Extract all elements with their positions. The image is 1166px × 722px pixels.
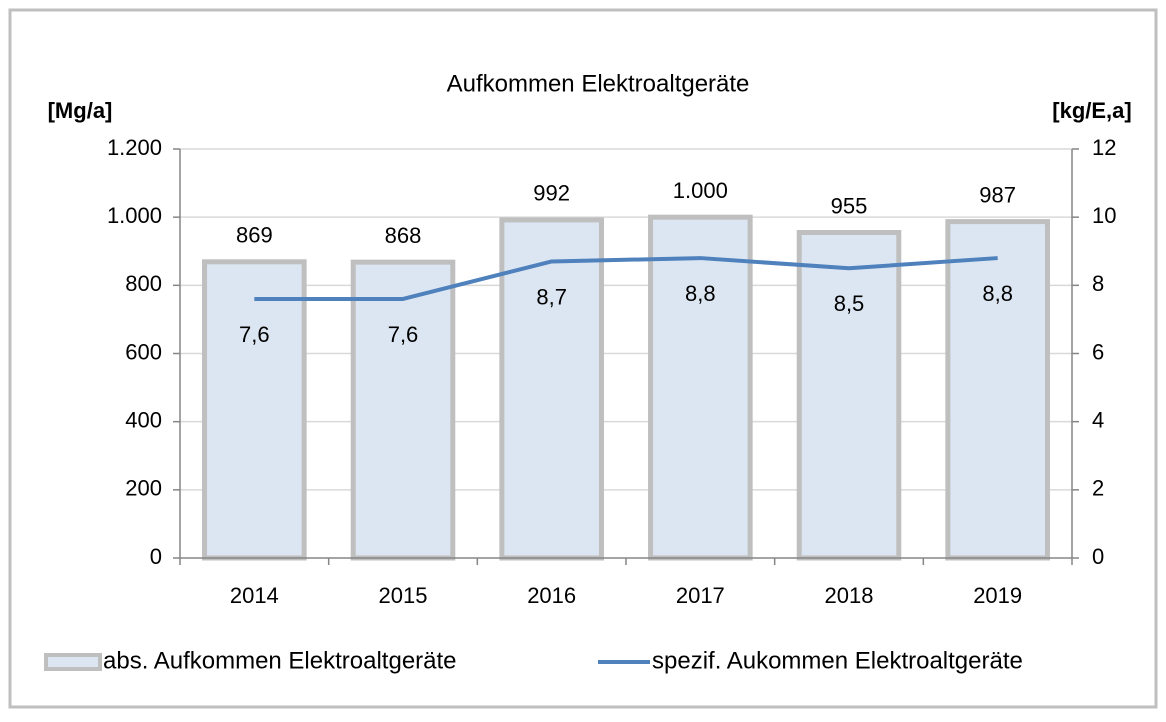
y2-tick-label: 2 <box>1092 476 1104 501</box>
bar <box>499 217 604 561</box>
y2-tick-label: 12 <box>1092 135 1116 160</box>
y2-tick-label: 10 <box>1092 203 1116 228</box>
y-tick-label: 200 <box>125 476 162 501</box>
line-value-label: 8,8 <box>982 281 1013 306</box>
y-tick-label: 400 <box>125 407 162 432</box>
bar <box>945 219 1050 561</box>
bar <box>350 259 456 561</box>
bar <box>648 214 753 561</box>
bar-value-label: 987 <box>979 182 1016 207</box>
bar-value-label: 1.000 <box>673 178 728 203</box>
y2-tick-label: 4 <box>1092 407 1104 432</box>
y-tick-label: 600 <box>125 339 162 364</box>
legend-swatch <box>44 653 102 671</box>
bar <box>202 259 307 561</box>
bar-value-label: 992 <box>533 181 570 206</box>
line <box>254 256 998 301</box>
y2-tick-label: 6 <box>1092 339 1104 364</box>
y-tick-label: 800 <box>125 271 162 296</box>
legend-label: spezif. Aukommen Elektroaltgeräte <box>652 647 1023 674</box>
legend-label: abs. Aufkommen Elektroaltgeräte <box>103 647 457 674</box>
line-value-label: 8,7 <box>536 284 567 309</box>
y2-tick-label: 8 <box>1092 271 1104 296</box>
x-tick-label: 2019 <box>973 583 1022 608</box>
x-tick-label: 2018 <box>825 583 874 608</box>
y2-tick-label: 0 <box>1092 544 1104 569</box>
x-tick-label: 2015 <box>379 583 428 608</box>
bar <box>796 230 902 561</box>
bar-value-label: 869 <box>236 223 273 248</box>
line-value-label: 8,5 <box>834 291 865 316</box>
x-tick-label: 2014 <box>230 583 279 608</box>
y2-axis-title: [kg/E,a] <box>1052 98 1131 123</box>
line-value-label: 7,6 <box>388 322 419 347</box>
line-value-label: 8,8 <box>685 281 716 306</box>
bar-value-label: 868 <box>385 223 422 248</box>
y-axis-title: [Mg/a] <box>48 98 113 123</box>
chart-title: Aufkommen Elektroaltgeräte <box>447 70 750 97</box>
line-value-label: 7,6 <box>239 322 270 347</box>
y-tick-label: 1.200 <box>107 135 162 160</box>
y-tick-label: 1.000 <box>107 203 162 228</box>
x-tick-label: 2016 <box>527 583 576 608</box>
y-tick-label: 0 <box>150 544 162 569</box>
x-tick-label: 2017 <box>676 583 725 608</box>
bar-value-label: 955 <box>831 193 868 218</box>
